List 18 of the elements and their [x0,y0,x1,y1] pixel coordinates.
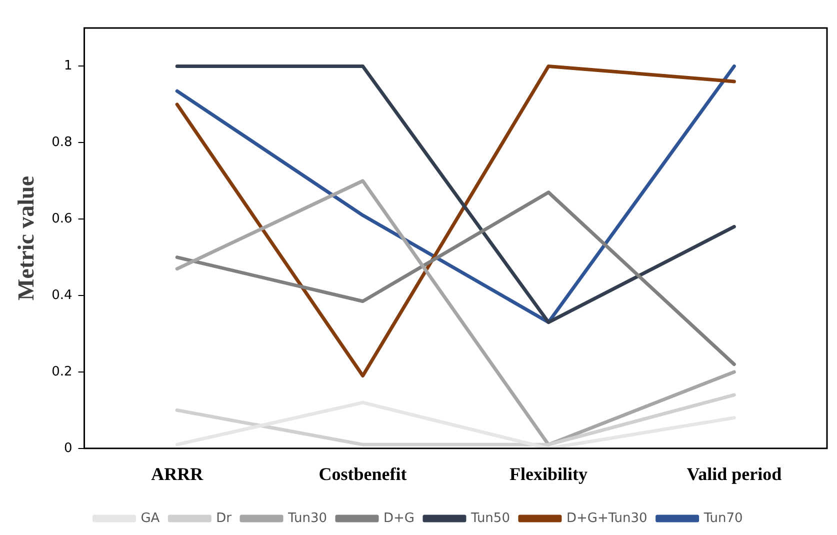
x-tick-label: Costbenefit [318,464,407,484]
legend-label: Tun30 [287,510,328,526]
y-axis-title: Metric value [14,176,39,300]
legend-label: D+G [384,510,414,526]
legend-label: Tun70 [702,510,743,526]
y-tick-label: 1 [64,58,72,74]
x-tick-label: Flexibility [509,464,588,484]
y-tick-label: 0.4 [52,288,72,303]
legend-label: GA [140,510,160,526]
x-tick-label: Valid period [686,464,782,484]
y-tick-label: 0.6 [52,211,72,226]
x-tick-label: ARRR [151,464,204,484]
y-tick-label: 0.8 [52,135,72,150]
legend-label: Tun50 [470,510,510,526]
legend-label: D+G+Tun30 [566,510,648,526]
y-tick-label: 0.2 [52,364,72,380]
y-tick-label: 0 [64,440,72,456]
legend-label: Dr [216,510,232,526]
